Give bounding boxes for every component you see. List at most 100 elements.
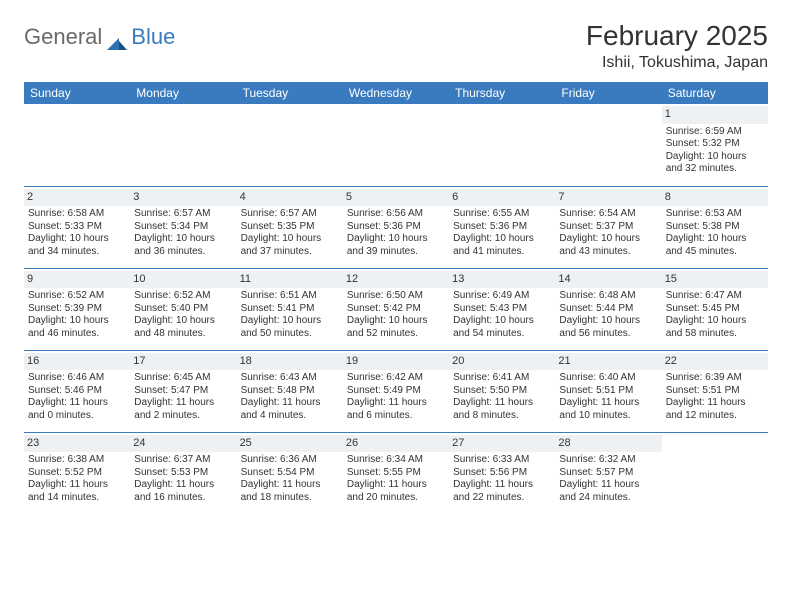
sunrise-line: Sunrise: 6:39 AM <box>666 372 764 385</box>
sunset-line: Sunset: 5:52 PM <box>28 467 126 480</box>
calendar-day-cell <box>237 104 343 186</box>
brand-part2: Blue <box>131 24 175 50</box>
sunset-line: Sunset: 5:36 PM <box>347 221 445 234</box>
calendar-day-cell <box>130 104 236 186</box>
day-number: 23 <box>24 435 130 453</box>
sunrise-line: Sunrise: 6:53 AM <box>666 208 764 221</box>
calendar-day-cell: 25Sunrise: 6:36 AMSunset: 5:54 PMDayligh… <box>237 432 343 514</box>
sunrise-line: Sunrise: 6:57 AM <box>134 208 232 221</box>
calendar-week-row: 1Sunrise: 6:59 AMSunset: 5:32 PMDaylight… <box>24 104 768 186</box>
calendar-day-cell: 8Sunrise: 6:53 AMSunset: 5:38 PMDaylight… <box>662 186 768 268</box>
calendar-body: 1Sunrise: 6:59 AMSunset: 5:32 PMDaylight… <box>24 104 768 514</box>
sunrise-line: Sunrise: 6:45 AM <box>134 372 232 385</box>
sunrise-line: Sunrise: 6:58 AM <box>28 208 126 221</box>
calendar-day-cell: 19Sunrise: 6:42 AMSunset: 5:49 PMDayligh… <box>343 350 449 432</box>
day-number: 28 <box>555 435 661 453</box>
sunrise-line: Sunrise: 6:38 AM <box>28 454 126 467</box>
sunset-line: Sunset: 5:49 PM <box>347 385 445 398</box>
sunset-line: Sunset: 5:44 PM <box>559 303 657 316</box>
daylight-line: Daylight: 11 hours and 16 minutes. <box>134 479 232 504</box>
sunrise-line: Sunrise: 6:50 AM <box>347 290 445 303</box>
weekday-header: Tuesday <box>237 82 343 104</box>
sunrise-line: Sunrise: 6:49 AM <box>453 290 551 303</box>
sunset-line: Sunset: 5:50 PM <box>453 385 551 398</box>
day-number: 14 <box>555 271 661 289</box>
month-title: February 2025 <box>586 20 768 52</box>
daylight-line: Daylight: 10 hours and 41 minutes. <box>453 233 551 258</box>
calendar-day-cell: 17Sunrise: 6:45 AMSunset: 5:47 PMDayligh… <box>130 350 236 432</box>
day-number: 11 <box>237 271 343 289</box>
calendar-day-cell: 1Sunrise: 6:59 AMSunset: 5:32 PMDaylight… <box>662 104 768 186</box>
weekday-header: Thursday <box>449 82 555 104</box>
sunrise-line: Sunrise: 6:54 AM <box>559 208 657 221</box>
day-number: 13 <box>449 271 555 289</box>
daylight-line: Daylight: 11 hours and 24 minutes. <box>559 479 657 504</box>
calendar-day-cell: 6Sunrise: 6:55 AMSunset: 5:36 PMDaylight… <box>449 186 555 268</box>
day-number: 2 <box>24 189 130 207</box>
day-number: 5 <box>343 189 449 207</box>
day-number: 27 <box>449 435 555 453</box>
weekday-header-row: Sunday Monday Tuesday Wednesday Thursday… <box>24 82 768 104</box>
daylight-line: Daylight: 11 hours and 4 minutes. <box>241 397 339 422</box>
sunrise-line: Sunrise: 6:57 AM <box>241 208 339 221</box>
sunrise-line: Sunrise: 6:33 AM <box>453 454 551 467</box>
sunrise-line: Sunrise: 6:46 AM <box>28 372 126 385</box>
calendar-day-cell: 13Sunrise: 6:49 AMSunset: 5:43 PMDayligh… <box>449 268 555 350</box>
sunrise-line: Sunrise: 6:59 AM <box>666 126 764 139</box>
day-number: 16 <box>24 353 130 371</box>
sunrise-line: Sunrise: 6:55 AM <box>453 208 551 221</box>
day-number: 19 <box>343 353 449 371</box>
calendar-day-cell: 10Sunrise: 6:52 AMSunset: 5:40 PMDayligh… <box>130 268 236 350</box>
calendar-day-cell: 11Sunrise: 6:51 AMSunset: 5:41 PMDayligh… <box>237 268 343 350</box>
calendar-week-row: 9Sunrise: 6:52 AMSunset: 5:39 PMDaylight… <box>24 268 768 350</box>
sunrise-line: Sunrise: 6:43 AM <box>241 372 339 385</box>
calendar-day-cell: 26Sunrise: 6:34 AMSunset: 5:55 PMDayligh… <box>343 432 449 514</box>
sunrise-line: Sunrise: 6:56 AM <box>347 208 445 221</box>
sunrise-line: Sunrise: 6:48 AM <box>559 290 657 303</box>
sunset-line: Sunset: 5:53 PM <box>134 467 232 480</box>
daylight-line: Daylight: 10 hours and 45 minutes. <box>666 233 764 258</box>
day-number: 9 <box>24 271 130 289</box>
sunset-line: Sunset: 5:32 PM <box>666 138 764 151</box>
calendar-day-cell: 21Sunrise: 6:40 AMSunset: 5:51 PMDayligh… <box>555 350 661 432</box>
calendar-day-cell: 22Sunrise: 6:39 AMSunset: 5:51 PMDayligh… <box>662 350 768 432</box>
daylight-line: Daylight: 10 hours and 54 minutes. <box>453 315 551 340</box>
calendar-day-cell: 24Sunrise: 6:37 AMSunset: 5:53 PMDayligh… <box>130 432 236 514</box>
sunset-line: Sunset: 5:37 PM <box>559 221 657 234</box>
location-label: Ishii, Tokushima, Japan <box>586 54 768 72</box>
sunrise-line: Sunrise: 6:52 AM <box>134 290 232 303</box>
daylight-line: Daylight: 10 hours and 43 minutes. <box>559 233 657 258</box>
calendar-day-cell <box>555 104 661 186</box>
calendar-week-row: 16Sunrise: 6:46 AMSunset: 5:46 PMDayligh… <box>24 350 768 432</box>
weekday-header: Wednesday <box>343 82 449 104</box>
calendar-day-cell: 15Sunrise: 6:47 AMSunset: 5:45 PMDayligh… <box>662 268 768 350</box>
sunset-line: Sunset: 5:56 PM <box>453 467 551 480</box>
daylight-line: Daylight: 10 hours and 46 minutes. <box>28 315 126 340</box>
calendar-week-row: 2Sunrise: 6:58 AMSunset: 5:33 PMDaylight… <box>24 186 768 268</box>
sunset-line: Sunset: 5:47 PM <box>134 385 232 398</box>
calendar-week-row: 23Sunrise: 6:38 AMSunset: 5:52 PM Dayligh… <box>24 432 768 514</box>
sunset-line: Sunset: 5:34 PM <box>134 221 232 234</box>
calendar-day-cell: 27Sunrise: 6:33 AMSunset: 5:56 PMDayligh… <box>449 432 555 514</box>
sunrise-line: Sunrise: 6:51 AM <box>241 290 339 303</box>
daylight-line: Daylight: 10 hours and 37 minutes. <box>241 233 339 258</box>
sunset-line: Sunset: 5:42 PM <box>347 303 445 316</box>
calendar-day-cell: 7Sunrise: 6:54 AMSunset: 5:37 PMDaylight… <box>555 186 661 268</box>
day-number: 25 <box>237 435 343 453</box>
title-block: February 2025 Ishii, Tokushima, Japan <box>586 20 768 72</box>
brand-part1: General <box>24 24 102 50</box>
day-number: 7 <box>555 189 661 207</box>
sunrise-line: Sunrise: 6:40 AM <box>559 372 657 385</box>
sunset-line: Sunset: 5:48 PM <box>241 385 339 398</box>
daylight-line: Daylight: 10 hours and 39 minutes. <box>347 233 445 258</box>
daylight-line: Daylight: 10 hours and 36 minutes. <box>134 233 232 258</box>
calendar-day-cell: 23Sunrise: 6:38 AMSunset: 5:52 PMDayligh… <box>24 432 130 514</box>
sunset-line: Sunset: 5:51 PM <box>666 385 764 398</box>
sunrise-line: Sunrise: 6:47 AM <box>666 290 764 303</box>
daylight-line: Daylight: 11 hours and 2 minutes. <box>134 397 232 422</box>
header-bar: General Blue February 2025 Ishii, Tokush… <box>24 20 768 72</box>
calendar-day-cell <box>343 104 449 186</box>
day-number: 20 <box>449 353 555 371</box>
sunset-line: Sunset: 5:43 PM <box>453 303 551 316</box>
daylight-line: Daylight: 11 hours and 12 minutes. <box>666 397 764 422</box>
